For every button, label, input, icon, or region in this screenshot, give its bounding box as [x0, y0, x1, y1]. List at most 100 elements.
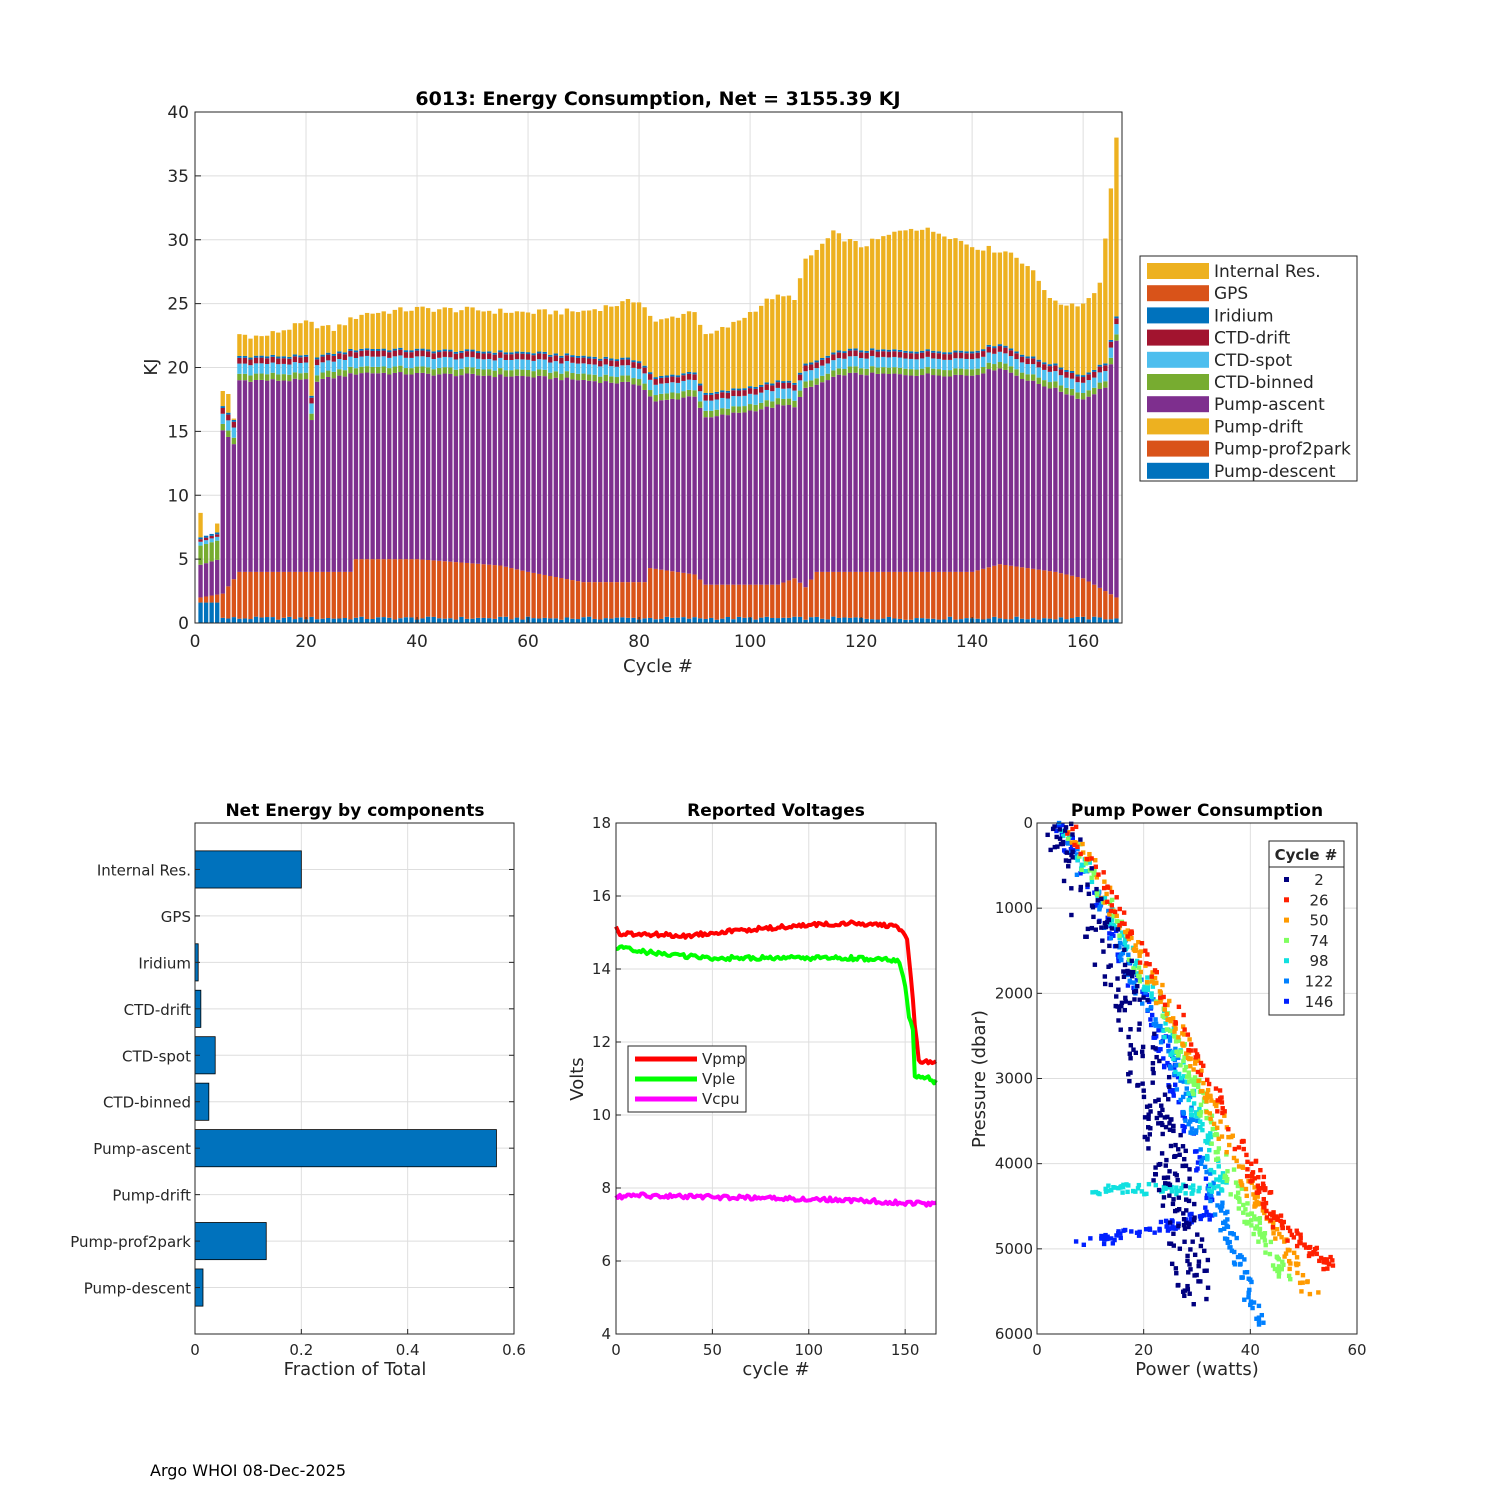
- main-bar-segment: [598, 358, 603, 361]
- hbar-xtick-label: 0.4: [396, 1341, 420, 1359]
- main-bar-segment: [1014, 359, 1019, 370]
- volt-xtick-label: 0: [611, 1341, 621, 1359]
- pump-point-cycle-26: [1330, 1263, 1336, 1268]
- main-bar-segment: [875, 571, 880, 620]
- main-bar-segment: [381, 311, 386, 349]
- main-bar-segment: [481, 351, 486, 354]
- main-bar-segment: [442, 356, 447, 368]
- pump-point-cycle-98: [1125, 1189, 1130, 1195]
- pump-point-cycle-146: [1198, 1216, 1203, 1222]
- pump-point-cycle-2: [1135, 983, 1140, 989]
- main-bar-segment: [598, 383, 603, 583]
- pump-point-cycle-122: [1151, 1021, 1156, 1027]
- main-bar-segment: [270, 362, 275, 373]
- pump-point-cycle-2: [1099, 925, 1104, 930]
- pump-point-cycle-2: [1085, 926, 1091, 932]
- main-bar-segment: [437, 560, 442, 619]
- main-bar-segment: [920, 375, 925, 572]
- pump-point-cycle-146: [1161, 1064, 1167, 1070]
- main-bar-segment: [808, 255, 814, 363]
- main-bar-segment: [725, 415, 731, 585]
- main-bar-segment: [298, 323, 303, 356]
- main-bar-segment: [520, 570, 525, 620]
- main-bar-segment: [592, 309, 597, 357]
- pump-point-cycle-74: [1173, 1034, 1178, 1039]
- main-bar-segment: [703, 394, 708, 401]
- pump-point-cycle-26: [1158, 995, 1163, 1000]
- main-bar-segment: [642, 367, 647, 374]
- main-bar-segment: [215, 532, 220, 535]
- main-bar-segment: [398, 559, 403, 619]
- pump-point-cycle-50: [1238, 1179, 1243, 1184]
- main-bar-segment: [298, 357, 303, 363]
- main-bar-segment: [531, 355, 536, 361]
- pump-point-cycle-98: [1135, 1186, 1141, 1191]
- main-bar-segment: [925, 356, 930, 368]
- pump-point-cycle-98: [1218, 1174, 1223, 1180]
- main-bar-segment: [231, 419, 237, 422]
- pump-point-cycle-122: [1239, 1275, 1245, 1280]
- main-bar-segment: [964, 375, 969, 572]
- main-bar-segment: [703, 392, 708, 395]
- main-bar-segment: [803, 381, 808, 388]
- main-bar-segment: [1036, 359, 1041, 362]
- main-bar-segment: [920, 352, 925, 359]
- main-bar-segment: [203, 535, 209, 538]
- pump-point-cycle-2: [1167, 1241, 1172, 1246]
- main-bar-segment: [653, 395, 658, 402]
- pump-point-cycle-26: [1145, 952, 1150, 957]
- main-xtick-label: 0: [190, 632, 201, 652]
- main-bar-segment: [881, 236, 886, 350]
- main-bar-segment: [464, 356, 470, 368]
- main-xtick-label: 20: [295, 632, 317, 652]
- main-bar-segment: [198, 602, 203, 623]
- main-bar-segment: [997, 252, 1003, 345]
- pump-point-cycle-50: [1202, 1095, 1208, 1100]
- pump-point-cycle-50: [1294, 1262, 1299, 1268]
- main-bar-segment: [836, 233, 842, 351]
- main-bar-segment: [559, 380, 564, 579]
- main-bar-segment: [792, 384, 797, 391]
- main-bar-segment: [770, 385, 775, 392]
- main-bar-segment: [797, 390, 803, 397]
- pump-point-cycle-26: [1322, 1257, 1327, 1262]
- main-bar-segment: [1097, 372, 1102, 383]
- main-bar-segment: [475, 352, 481, 359]
- main-bar-segment: [431, 359, 436, 370]
- pump-point-cycle-98: [1200, 1127, 1205, 1133]
- pump-point-cycle-26: [1217, 1088, 1223, 1093]
- main-bar-segment: [603, 305, 608, 357]
- main-bar-segment: [853, 372, 858, 572]
- pump-point-cycle-2: [1122, 962, 1128, 968]
- main-bar-segment: [686, 618, 692, 623]
- main-bar-segment: [742, 317, 747, 389]
- main-bar-segment: [231, 421, 237, 428]
- main-bar-segment: [309, 616, 314, 623]
- main-bar-segment: [220, 407, 225, 414]
- pump-point-cycle-146: [1107, 931, 1112, 936]
- main-legend-label: GPS: [1214, 284, 1248, 304]
- main-bar-segment: [648, 374, 653, 380]
- main-bar-segment: [1003, 347, 1008, 354]
- main-bar-segment: [481, 617, 486, 623]
- pump-point-cycle-2: [1199, 1237, 1205, 1242]
- pump-point-cycle-146: [1167, 1089, 1173, 1094]
- pump-point-cycle-98: [1122, 936, 1128, 942]
- main-bar-segment: [509, 312, 514, 353]
- pump-point-cycle-26: [1268, 1190, 1274, 1195]
- main-bar-segment: [925, 227, 930, 350]
- pump-point-cycle-26: [1254, 1190, 1260, 1195]
- main-bar-segment: [253, 335, 259, 356]
- main-bar-segment: [331, 378, 336, 572]
- main-bar-segment: [625, 357, 631, 360]
- pump-point-cycle-50: [1149, 979, 1154, 984]
- main-bar-segment: [997, 368, 1003, 565]
- main-bar-segment: [1014, 257, 1019, 352]
- pump-point-cycle-26: [1185, 1032, 1191, 1037]
- pump-point-cycle-2: [1184, 1197, 1189, 1202]
- pump-point-cycle-146: [1163, 1218, 1169, 1224]
- main-bar-segment: [642, 582, 647, 619]
- pump-point-cycle-26: [1121, 910, 1127, 915]
- pump-point-cycle-2: [1176, 1147, 1181, 1152]
- main-bar-segment: [1042, 364, 1047, 370]
